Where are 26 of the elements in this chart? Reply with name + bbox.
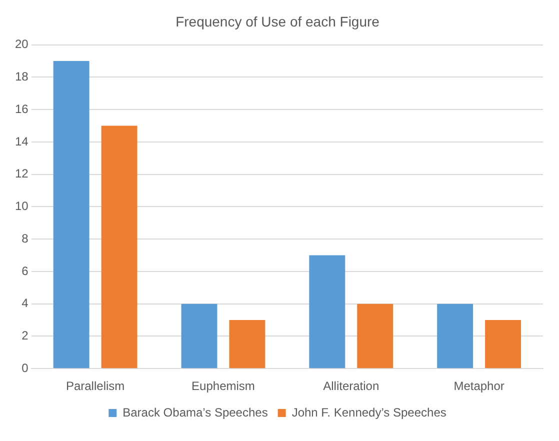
legend-label: Barack Obama’s Speeches bbox=[122, 405, 268, 420]
bar bbox=[485, 320, 522, 368]
x-tick-label: Alliteration bbox=[323, 379, 380, 394]
y-tick-label: 0 bbox=[22, 360, 29, 375]
y-tick-label: 8 bbox=[22, 231, 29, 246]
bar bbox=[53, 60, 90, 368]
x-tick-label: Parallelism bbox=[66, 379, 125, 394]
bar bbox=[101, 126, 138, 368]
bar bbox=[437, 304, 474, 368]
y-tick-label: 16 bbox=[14, 102, 29, 116]
legend-label: John F. Kennedy’s Speeches bbox=[292, 405, 446, 420]
y-tick-label: 4 bbox=[22, 296, 29, 310]
y-tick-label: 12 bbox=[14, 166, 29, 181]
chart-title: Frequency of Use of each Figure bbox=[176, 13, 380, 30]
bar bbox=[229, 320, 266, 368]
y-tick-label: 2 bbox=[22, 328, 29, 343]
y-tick-label: 18 bbox=[14, 69, 29, 84]
bar bbox=[309, 255, 346, 368]
x-tick-label: Euphemism bbox=[192, 379, 255, 394]
bar bbox=[181, 304, 218, 368]
y-tick-label: 14 bbox=[14, 134, 29, 148]
y-tick-label: 10 bbox=[14, 199, 29, 214]
y-tick-label: 20 bbox=[14, 37, 29, 52]
bar bbox=[357, 304, 394, 368]
x-tick-label: Metaphor bbox=[454, 379, 504, 394]
y-tick-label: 6 bbox=[22, 264, 29, 278]
